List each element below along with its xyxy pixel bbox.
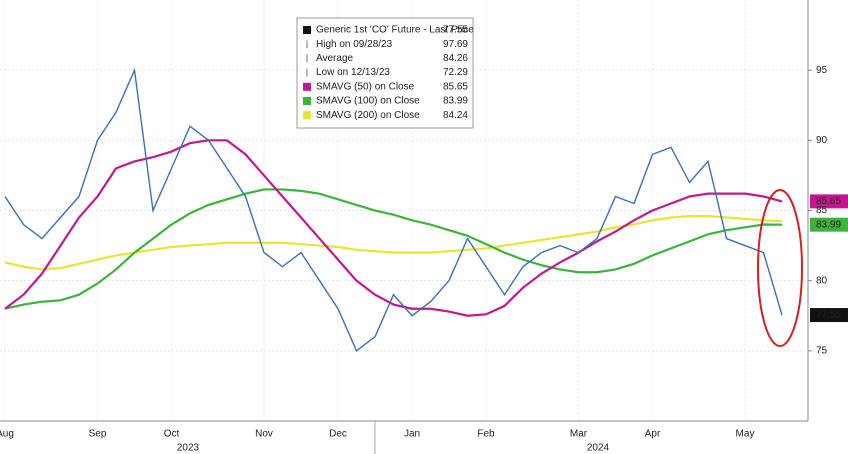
price-line bbox=[4, 67, 783, 352]
sma-line bbox=[4, 188, 783, 310]
last-value-tag bbox=[810, 217, 848, 232]
last-value-label: 83.99 bbox=[816, 219, 841, 230]
last-value-tag bbox=[810, 194, 848, 209]
y-tick-label: 80 bbox=[816, 275, 828, 286]
legend-label: SMAVG (100) on Close bbox=[316, 96, 420, 107]
last-value-tags: 85.65 83.99 77.55 bbox=[810, 194, 848, 323]
legend-value: 85.65 bbox=[443, 81, 468, 92]
legend-label: SMAVG (200) on Close bbox=[316, 110, 420, 121]
legend-box bbox=[296, 17, 474, 129]
last-value-label: 77.55 bbox=[816, 310, 841, 321]
y-tick-label: 75 bbox=[816, 345, 828, 356]
y-tick-label: 95 bbox=[816, 65, 828, 76]
x-tick-label: Jan bbox=[404, 429, 420, 440]
legend-swatch bbox=[303, 97, 311, 105]
legend-label: SMAVG (50) on Close bbox=[316, 81, 415, 92]
x-group-label: 2024 bbox=[587, 443, 610, 454]
x-tick-label: Mar bbox=[570, 429, 588, 440]
last-value-label: 85.65 bbox=[816, 196, 841, 207]
x-group-label: 2023 bbox=[177, 443, 200, 454]
plot-lines bbox=[4, 67, 783, 352]
x-tick-label: Dec bbox=[329, 429, 347, 440]
x-tick-label: Feb bbox=[477, 429, 495, 440]
x-tick-label: Sep bbox=[89, 429, 107, 440]
legend-value: 84.24 bbox=[443, 110, 468, 121]
x-tick-label: May bbox=[736, 429, 755, 440]
x-tick-label: Apr bbox=[645, 429, 661, 440]
legend-value: 84.26 bbox=[443, 53, 468, 64]
legend-swatch bbox=[303, 82, 311, 91]
x-tick-label: Nov bbox=[255, 429, 273, 440]
legend-value: 72.29 bbox=[443, 67, 468, 78]
legend-label: Average bbox=[316, 53, 354, 64]
legend-swatch bbox=[303, 26, 311, 34]
legend-label: Generic 1st 'CO' Future - Last Price bbox=[316, 25, 474, 36]
sma-line bbox=[4, 139, 783, 317]
legend: Generic 1st 'CO' Future - Last Price77.5… bbox=[303, 25, 474, 121]
x-tick-label: Aug bbox=[0, 429, 14, 440]
y-tick-label: 85 bbox=[816, 205, 828, 216]
legend-label: High on 09/28/23 bbox=[316, 39, 393, 50]
legend-value: 97.69 bbox=[443, 39, 468, 50]
legend-label: Low on 12/13/23 bbox=[316, 67, 390, 78]
highlight-ellipse bbox=[757, 189, 803, 347]
legend-value: 77.55 bbox=[443, 25, 468, 36]
y-tick-label: 90 bbox=[816, 135, 828, 146]
x-tick-label: Oct bbox=[164, 429, 180, 440]
legend-value: 83.99 bbox=[443, 96, 468, 107]
last-value-tag bbox=[810, 308, 848, 323]
legend-swatch bbox=[303, 111, 311, 120]
